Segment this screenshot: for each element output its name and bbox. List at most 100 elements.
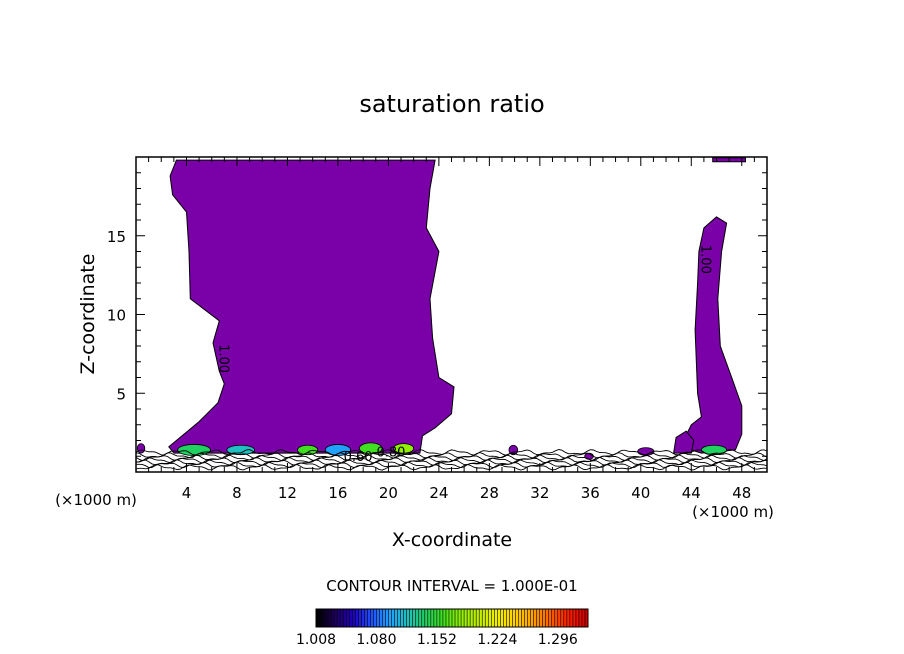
colorbar-cell-52 [473, 609, 477, 627]
colorbar-cell-1 [319, 609, 323, 627]
colorbar-cell-9 [343, 609, 347, 627]
colorbar-cell-6 [334, 609, 338, 627]
colorbar-frame [315, 608, 589, 628]
contour-label-2: 1.00 [697, 245, 712, 274]
x-axis-label: X-coordinate [392, 529, 512, 551]
x-tick-label-32: 32 [530, 484, 549, 502]
x-tick-label-16: 16 [328, 484, 347, 502]
y-tick-label-10: 10 [107, 307, 126, 325]
colorbar-cell-40 [436, 609, 441, 627]
region-1 [168, 159, 455, 454]
colorbar-cell-16 [364, 609, 368, 627]
colorbar-cell-33 [415, 609, 420, 627]
x-unit-right: (×1000 m) [692, 503, 774, 521]
colorbar-cell-17 [367, 609, 371, 627]
colorbar-cell-44 [448, 609, 453, 627]
colorbar-cell-18 [370, 609, 374, 627]
region-2 [684, 216, 743, 454]
x-tick-label-8: 8 [232, 484, 242, 502]
x-tick-label-28: 28 [480, 484, 499, 502]
colorbar-cell-75 [542, 609, 546, 627]
colorbar-cell-27 [397, 609, 401, 627]
x-tick-label-48: 48 [732, 484, 751, 502]
colorbar-cell-45 [452, 609, 456, 627]
colorbar-cell-71 [530, 609, 534, 627]
x-unit-left: (×1000 m) [55, 491, 137, 509]
colorbar-cell-57 [488, 609, 492, 627]
contour-line-5 [136, 459, 767, 466]
colorbar-cell-13 [355, 609, 359, 627]
colorbar-cell-66 [515, 609, 519, 627]
colorbar-cell-48 [461, 609, 465, 627]
colorbar-cell-86 [575, 609, 580, 627]
colorbar-cell-51 [470, 609, 474, 627]
colorbar-cell-19 [373, 609, 377, 627]
colorbar-cell-67 [518, 609, 522, 627]
colorbar-cell-59 [494, 609, 498, 627]
colorbar-label-2: 1.152 [417, 632, 457, 648]
plot-area: 1.00 1.00 0.60 0.80 [136, 157, 767, 471]
colorbar-cell-39 [433, 609, 438, 627]
base-blob-9 [508, 444, 519, 456]
contour-label-3: 0.60 [344, 450, 373, 465]
contour-line-6 [136, 461, 767, 469]
x-tick-label-44: 44 [682, 484, 701, 502]
colorbar-cell-31 [409, 609, 414, 627]
colorbar-cell-5 [331, 609, 335, 627]
colorbar: 1.008 1.080 1.152 1.224 1.296 [296, 608, 589, 648]
base-blob-3 [297, 444, 319, 456]
colorbar-cell-72 [533, 609, 537, 627]
colorbar-cell-26 [394, 609, 398, 627]
contour-line-2 [136, 452, 767, 459]
x-tick-label-36: 36 [581, 484, 600, 502]
y-axis-label: Z-coordinate [77, 254, 99, 375]
colorbar-cell-81 [560, 609, 565, 627]
colorbar-cell-54 [479, 609, 483, 627]
contour-interval-text: CONTOUR INTERVAL = 1.000E-01 [326, 577, 577, 595]
contour-label-1: 1.00 [215, 344, 230, 373]
colorbar-cell-32 [412, 609, 417, 627]
colorbar-cell-41 [439, 609, 444, 627]
colorbar-cell-25 [391, 609, 395, 627]
colorbar-cell-83 [566, 609, 571, 627]
x-tick-label-4: 4 [182, 484, 192, 502]
colorbar-cell-80 [557, 609, 562, 627]
colorbar-cell-60 [497, 609, 501, 627]
colorbar-cell-68 [521, 609, 525, 627]
colorbar-cell-30 [406, 609, 410, 627]
colorbar-cell-55 [482, 609, 486, 627]
colorbar-cell-65 [512, 609, 516, 627]
colorbar-cell-22 [382, 609, 386, 627]
colorbar-cell-78 [551, 609, 556, 627]
colorbar-cell-61 [500, 609, 504, 627]
base-blob-8 [637, 447, 655, 456]
colorbar-cell-84 [569, 609, 574, 627]
x-tick-label-24: 24 [429, 484, 448, 502]
colorbar-cell-11 [349, 609, 353, 627]
colorbar-label-3: 1.224 [477, 632, 517, 648]
colorbar-cell-69 [524, 609, 528, 627]
colorbar-cell-0 [316, 609, 320, 627]
colorbar-cell-23 [385, 609, 389, 627]
colorbar-cell-2 [322, 609, 326, 627]
colorbar-cell-87 [578, 609, 583, 627]
chart-title: saturation ratio [359, 90, 544, 118]
colorbar-cell-63 [506, 609, 510, 627]
colorbar-cell-58 [491, 609, 495, 627]
y-tick-label-5: 5 [116, 385, 126, 403]
colorbar-cell-42 [442, 609, 447, 627]
region-3 [673, 430, 695, 454]
colorbar-cell-46 [455, 609, 459, 627]
contour-line-3 [136, 454, 767, 462]
contour-line-1 [136, 449, 767, 456]
x-tick-label-20: 20 [379, 484, 398, 502]
y-tick-label-15: 15 [107, 228, 126, 246]
colorbar-cell-49 [464, 609, 468, 627]
colorbar-cell-62 [503, 609, 507, 627]
colorbar-cell-88 [581, 609, 586, 627]
colorbar-cell-56 [485, 609, 489, 627]
colorbar-cell-10 [346, 609, 350, 627]
colorbar-cell-29 [403, 609, 407, 627]
